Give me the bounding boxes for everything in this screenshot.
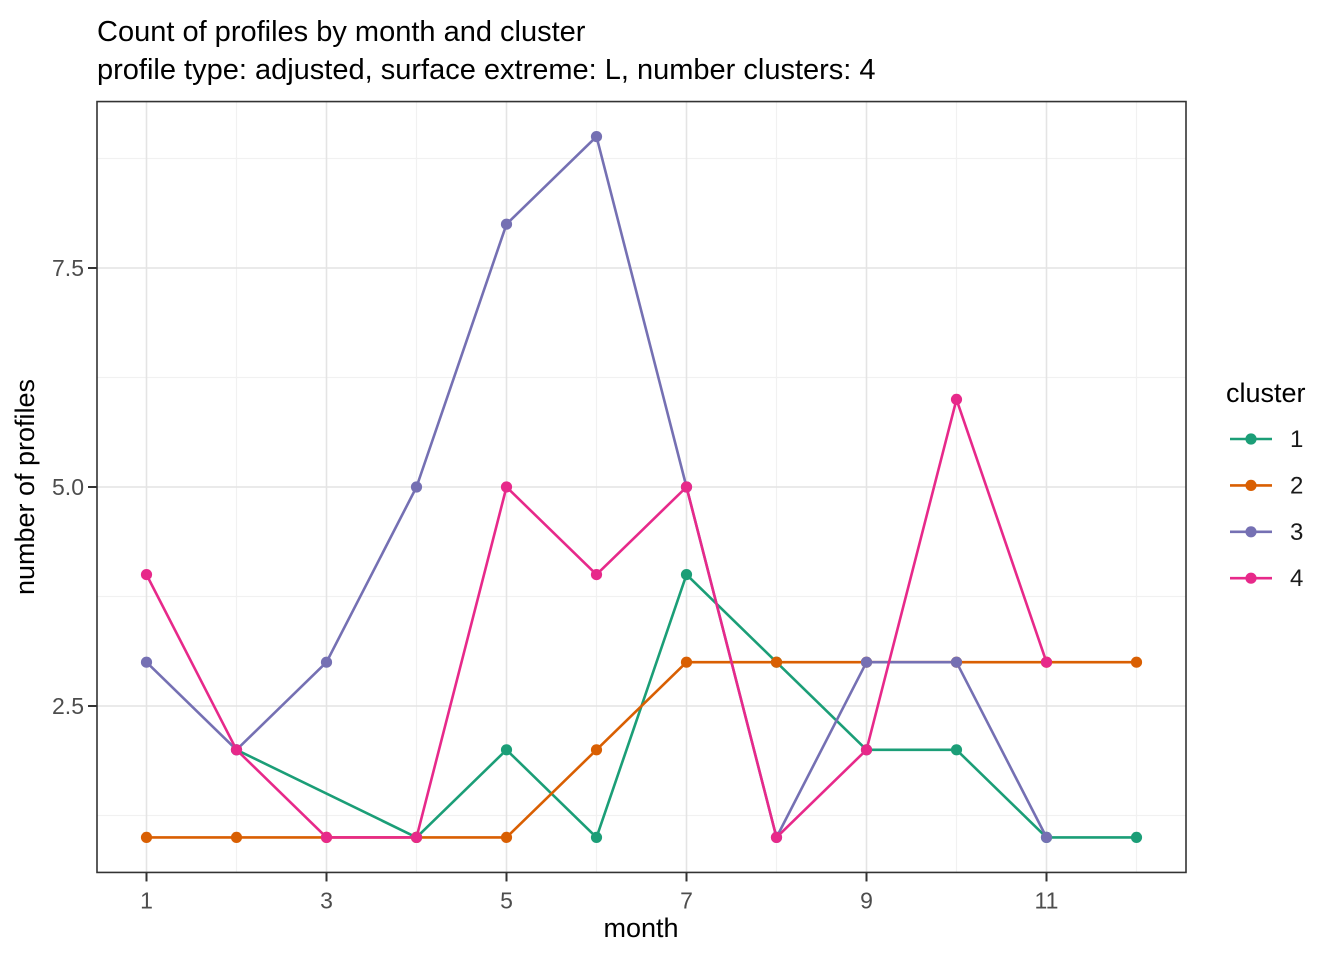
legend-item-cluster-3: 3 (1230, 519, 1303, 546)
legend-item-cluster-2: 2 (1230, 472, 1303, 499)
series-line-cluster-1 (235, 573, 1137, 839)
legend-item-label: 3 (1290, 519, 1303, 546)
legend-key-point (1245, 433, 1257, 445)
y-tick-label: 7.5 (52, 255, 84, 281)
legend-key-point (1245, 479, 1257, 491)
data-point-cluster-2 (500, 831, 513, 844)
x-tick-label: 7 (680, 887, 693, 913)
data-point-cluster-3 (320, 656, 333, 668)
data-point-cluster-4 (950, 393, 963, 405)
data-point-cluster-4 (590, 569, 603, 581)
y-tick-label: 2.5 (52, 693, 84, 719)
chart-title: Count of profiles by month and cluster (97, 16, 586, 48)
legend-items: 1 2 3 4 (1230, 426, 1303, 592)
legend-item-label: 2 (1290, 472, 1303, 499)
x-tick-label: 3 (320, 887, 333, 913)
y-tick-label: 5.0 (52, 474, 84, 500)
data-point-cluster-4 (410, 831, 423, 844)
data-point-cluster-2 (680, 656, 693, 668)
legend-item-cluster-1: 1 (1230, 426, 1303, 453)
legend-key-point (1245, 526, 1257, 538)
data-point-cluster-4 (140, 569, 153, 581)
data-point-cluster-2 (1130, 656, 1143, 668)
data-point-cluster-3 (950, 656, 963, 668)
data-point-cluster-1 (1130, 831, 1143, 844)
chart-subtitle: profile type: adjusted, surface extreme:… (97, 54, 876, 86)
data-point-cluster-4 (860, 744, 873, 756)
grid-layer (97, 101, 1186, 873)
series-points (140, 131, 1143, 844)
data-point-cluster-1 (950, 744, 963, 756)
data-point-cluster-2 (590, 744, 603, 756)
legend-item-label: 1 (1290, 426, 1303, 453)
data-point-cluster-3 (590, 131, 603, 143)
x-tick-label: 1 (140, 887, 153, 913)
data-point-cluster-2 (230, 831, 243, 844)
series-line-cluster-2 (146, 660, 1137, 839)
data-point-cluster-4 (680, 481, 693, 493)
data-point-cluster-4 (1040, 656, 1053, 668)
x-tick-label: 11 (1035, 887, 1059, 913)
x-tick-label: 5 (500, 887, 513, 913)
x-tick-label: 9 (860, 887, 873, 913)
axis-layer: 1 3 5 7 9 11 2.5 5.0 7.5 (52, 255, 1058, 913)
data-point-cluster-4 (500, 481, 513, 493)
legend-item-cluster-4: 4 (1230, 565, 1303, 592)
data-point-cluster-3 (140, 656, 153, 668)
legend-item-label: 4 (1290, 565, 1303, 592)
data-point-cluster-4 (320, 831, 333, 844)
data-point-cluster-1 (590, 831, 603, 844)
data-point-cluster-3 (410, 481, 423, 493)
data-point-cluster-2 (140, 831, 153, 844)
data-point-cluster-1 (680, 569, 693, 581)
data-point-cluster-3 (1040, 831, 1053, 844)
data-point-cluster-4 (770, 831, 783, 844)
x-axis-title: month (603, 913, 678, 943)
data-point-cluster-2 (770, 656, 783, 668)
data-point-cluster-4 (230, 744, 243, 756)
y-axis-title: number of profiles (10, 379, 40, 595)
data-point-cluster-1 (500, 744, 513, 756)
data-point-cluster-3 (860, 656, 873, 668)
data-point-cluster-3 (500, 218, 513, 230)
legend-key-point (1245, 572, 1257, 584)
legend-title: cluster (1226, 378, 1306, 408)
